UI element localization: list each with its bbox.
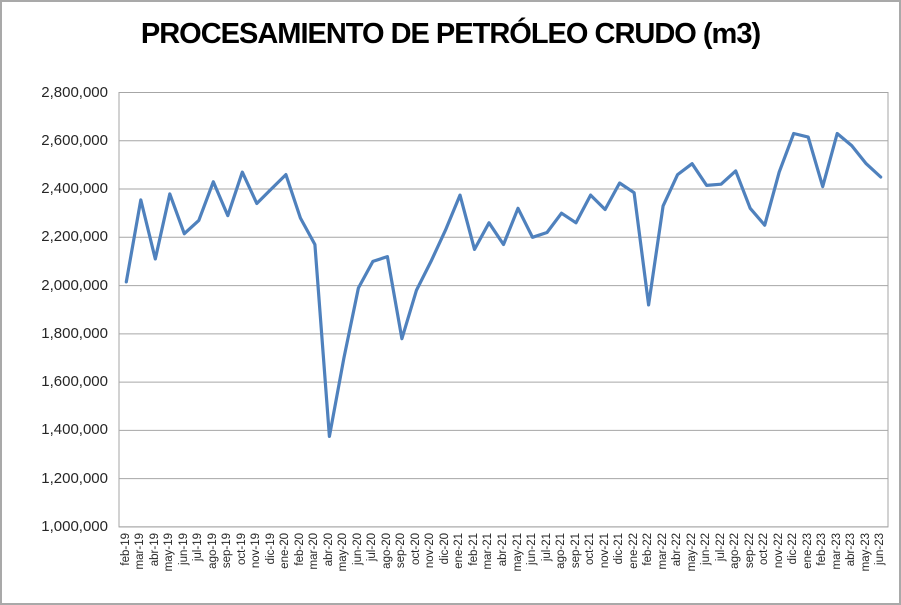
- chart-title: PROCESAMIENTO DE PETRÓLEO CRUDO (m3): [140, 18, 761, 50]
- y-axis-tick-label: 2,400,000: [41, 180, 108, 198]
- x-axis-tick-label: abr-22: [671, 533, 684, 567]
- x-axis-tick-label: jun-22: [700, 533, 713, 565]
- x-axis-tick-label: sep-19: [221, 533, 234, 569]
- x-axis-tick-label: mar-21: [482, 533, 495, 570]
- x-axis-tick-label: abr-21: [497, 533, 509, 567]
- x-axis-tick-label: nov-20: [424, 533, 437, 569]
- x-axis-tick-label: dic-20: [438, 533, 451, 565]
- x-axis-tick-label: sep-22: [743, 533, 756, 569]
- x-axis-tick-label: abr-20: [322, 533, 335, 567]
- x-axis-tick-label: ene-23: [801, 533, 814, 569]
- x-axis-tick-label: sep-21: [569, 533, 582, 569]
- y-axis-tick-label: 1,800,000: [41, 324, 108, 342]
- y-axis-tick-label: 2,600,000: [41, 131, 108, 149]
- y-axis-tick-label: 2,800,000: [41, 83, 108, 101]
- x-axis-tick-label: may-20: [337, 533, 350, 572]
- x-axis-tick-label: abr-23: [845, 533, 858, 567]
- x-axis-tick-label: oct-20: [409, 533, 422, 565]
- x-axis-tick-label: jul-21: [540, 533, 553, 562]
- x-axis-tick-label: abr-19: [148, 533, 161, 567]
- y-axis-tick-label: 1,600,000: [41, 373, 108, 391]
- x-axis-tick-label: may-23: [859, 533, 872, 572]
- x-axis-tick-label: nov-19: [250, 533, 263, 569]
- x-axis-tick-label: ago-19: [206, 533, 219, 569]
- x-axis-tick-label: jun-19: [177, 533, 190, 565]
- x-axis-tick-label: ago-20: [380, 533, 393, 569]
- x-axis-tick-label: feb-22: [642, 533, 655, 566]
- x-axis-tick-label: feb-19: [119, 533, 132, 566]
- x-axis-tick-label: feb-21: [467, 533, 480, 566]
- x-axis-tick-label: oct-19: [235, 533, 248, 565]
- x-axis-tick-label: feb-23: [816, 533, 829, 566]
- y-axis-tick-label: 1,200,000: [41, 469, 108, 487]
- y-axis-tick-label: 1,400,000: [41, 421, 108, 439]
- x-axis-tick-label: nov-22: [772, 533, 785, 569]
- x-axis-tick-label: ago-21: [555, 533, 568, 569]
- x-axis-tick-label: dic-22: [787, 533, 800, 565]
- x-axis-tick-label: sep-20: [395, 533, 408, 569]
- x-axis-tick-label: ene-22: [627, 533, 640, 569]
- x-axis-tick-label: jul-22: [714, 533, 727, 562]
- x-axis-tick-label: mar-20: [308, 533, 321, 570]
- x-axis-tick-label: may-22: [685, 533, 698, 572]
- x-axis-tick-label: ene-21: [453, 533, 466, 569]
- x-axis-tick-label: mar-19: [134, 533, 147, 570]
- x-axis-tick-label: nov-21: [598, 533, 611, 569]
- x-axis-tick-label: jul-20: [366, 533, 379, 562]
- y-axis-tick-label: 1,000,000: [41, 517, 108, 535]
- x-axis-tick-label: feb-20: [293, 533, 306, 566]
- x-axis-tick-label: dic-19: [264, 533, 277, 565]
- x-axis-tick-label: oct-22: [758, 533, 771, 565]
- x-axis-tick-label: mar-23: [830, 533, 843, 570]
- x-axis-tick-label: jun-21: [526, 533, 539, 565]
- x-axis-tick-label: jul-19: [192, 533, 205, 562]
- y-axis-tick-label: 2,200,000: [41, 228, 108, 246]
- data-series-line: [124, 131, 883, 438]
- x-axis-tick-label: dic-21: [613, 533, 626, 565]
- x-axis-tick-label: oct-21: [584, 533, 597, 565]
- x-axis-tick-label: ene-20: [279, 533, 292, 569]
- x-axis-tick-label: mar-22: [656, 533, 669, 570]
- x-axis-tick-label: may-21: [511, 533, 524, 572]
- x-axis-tick-label: jun-20: [351, 533, 364, 565]
- x-axis-tick-label: jun-23: [874, 533, 887, 565]
- x-axis-tick-label: may-19: [163, 533, 176, 572]
- y-axis-tick-label: 2,000,000: [41, 276, 108, 294]
- plot-area-border: [118, 92, 889, 528]
- x-axis-tick-label: ago-22: [729, 533, 742, 569]
